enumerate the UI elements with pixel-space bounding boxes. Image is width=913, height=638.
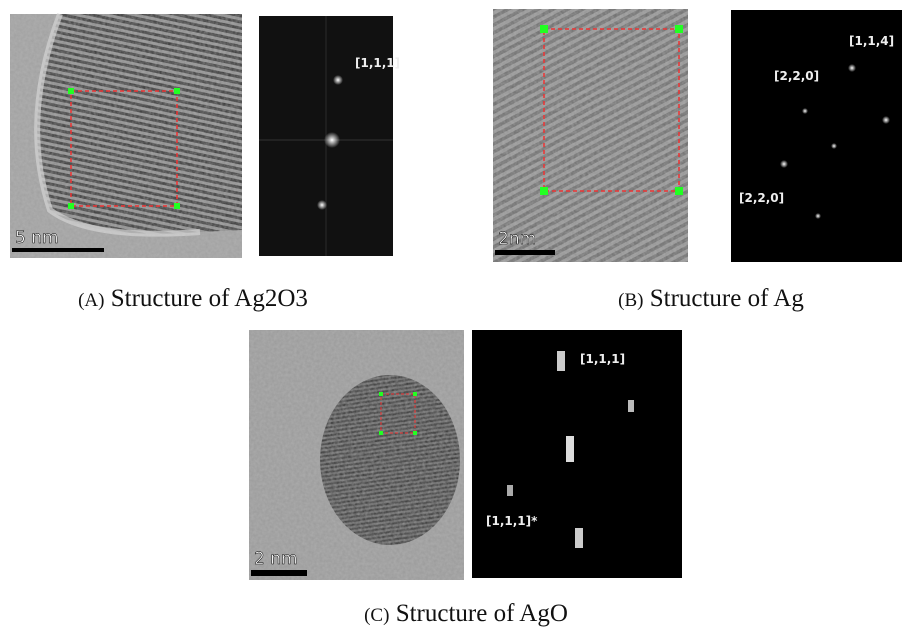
scale-bar-label: 2 nm	[254, 549, 298, 569]
caption: (B) Structure of Ag	[618, 285, 804, 312]
caption-text: Structure of Ag2O3	[111, 285, 308, 312]
panel-a: 5 nm [1,1,1]	[10, 14, 400, 258]
caption-text: Structure of Ag	[650, 285, 805, 312]
fft-label: [1,1,1]*	[486, 514, 538, 528]
caption: (A) Structure of Ag2O3	[78, 285, 308, 312]
caption: (C) Structure of AgO	[364, 600, 568, 627]
scale-bar-label: 2nm	[498, 229, 536, 249]
fft-label: [2,2,0]	[739, 191, 784, 205]
caption-text: Structure of AgO	[396, 600, 568, 627]
caption-label: (A)	[78, 290, 104, 311]
fft-label: [1,1,4]	[849, 34, 894, 48]
caption-label: (C)	[364, 605, 389, 626]
figure: 5 nm [1,1,1] 2nm [1,1,4] [2,2,0] [2,2,0]…	[0, 0, 913, 638]
fft-label: [1,1,1]	[580, 352, 625, 366]
scale-bar-label: 5 nm	[15, 228, 59, 248]
fft-label: [2,2,0]	[774, 69, 819, 83]
panel-b: 2nm [1,1,4] [2,2,0] [2,2,0]	[493, 9, 902, 262]
caption-label: (B)	[618, 290, 643, 311]
fft-label: [1,1,1]	[355, 56, 400, 70]
panel-c: 2 nm [1,1,1] [1,1,1]*	[249, 330, 682, 580]
